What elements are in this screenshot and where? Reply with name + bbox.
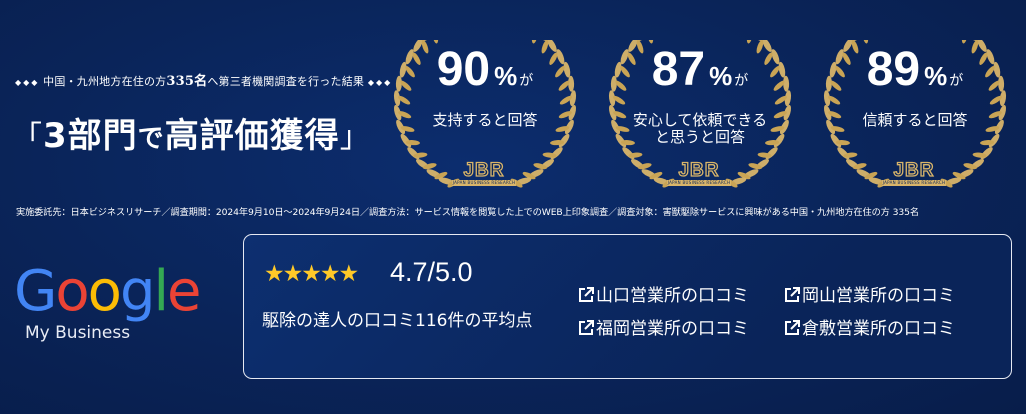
lead-dots: ◆◆◆ <box>367 78 393 87</box>
laurel-wreath-icon <box>608 40 792 188</box>
badge-description: 安心して依頼できると思うと回答 <box>632 111 768 146</box>
star-rating-icon: ★★★★★ <box>264 261 359 287</box>
laurel-wreath-icon <box>393 40 577 188</box>
headline: 「3部門で高評価獲得」 <box>12 108 371 157</box>
external-link-icon <box>579 320 594 335</box>
survey-note: 実施委託先：日本ビジネスリサーチ／調査期間：2024年9月10日～2024年9月… <box>16 207 919 218</box>
jbr-logo: JBR JAPAN BUSINESS RESEARCH <box>667 160 731 186</box>
rating-summary: 駆除の達人の口コミ116件の平均点 <box>262 311 533 331</box>
survey-lead: ◆◆◆ 中国・九州地方在住の方335名へ第三者機関調査を行った結果 ◆◆◆ <box>15 70 392 89</box>
badge-percentage: 89% が <box>866 43 964 96</box>
survey-badge: 89% が信頼すると回答 JBR JAPAN BUSINESS RESEARCH <box>810 40 1020 198</box>
survey-badge: 87% が安心して依頼できると思うと回答 JBR JAPAN BUSINESS RES… <box>595 40 805 198</box>
headline-part: で <box>137 124 165 154</box>
jbr-logo: JBR JAPAN BUSINESS RESEARCH <box>882 160 946 186</box>
external-link-icon <box>579 287 594 302</box>
review-link[interactable]: 山口営業所の口コミ <box>578 281 749 306</box>
lead-number: 335名 <box>166 74 208 89</box>
badge-percentage: 90% が <box>436 43 534 96</box>
bracket-close: 」 <box>339 120 371 155</box>
survey-badge: 90% が支持すると回答 JBR JAPAN BUSINESS RESEARCH <box>380 40 590 198</box>
jbr-logo: JBR JAPAN BUSINESS RESEARCH <box>452 160 516 186</box>
review-link[interactable]: 倉敷営業所の口コミ <box>784 314 955 339</box>
google-logo: Google <box>14 259 202 324</box>
reviews-panel: ★★★★★ 4.7/5.0 駆除の達人の口コミ116件の平均点 山口営業所の口コ… <box>243 234 1012 379</box>
headline-part: 高評価獲得 <box>164 116 340 156</box>
laurel-wreath-icon <box>823 40 1007 188</box>
external-link-icon <box>785 287 800 302</box>
review-link[interactable]: 岡山営業所の口コミ <box>784 281 955 306</box>
badge-percentage: 87% が <box>651 43 749 96</box>
badge-description: 信頼すると回答 <box>862 111 968 129</box>
external-link-icon <box>785 320 800 335</box>
lead-dots: ◆◆◆ <box>15 78 40 87</box>
review-link[interactable]: 福岡営業所の口コミ <box>578 314 749 339</box>
headline-part: 3部門 <box>43 116 138 156</box>
lead-text: 中国・九州地方在住の方 <box>43 75 167 88</box>
google-my-business-label: My Business <box>25 323 131 343</box>
bracket-open: 「 <box>12 120 43 155</box>
rating-score: 4.7/5.0 <box>390 257 473 287</box>
lead-text-post: へ第三者機関調査を行った結果 <box>207 75 365 88</box>
badge-description: 支持すると回答 <box>432 111 538 129</box>
